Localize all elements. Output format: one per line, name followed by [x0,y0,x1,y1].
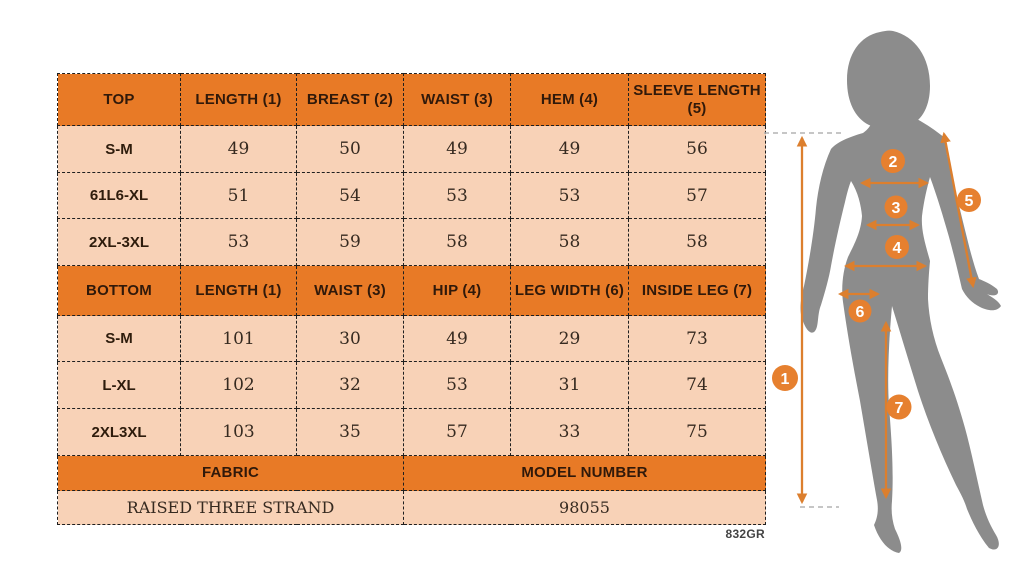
marker-3: 3 [884,195,908,219]
value-cell: 53 [180,218,297,266]
fabric-value: RAISED THREE STRAND [57,490,404,525]
bottom-col-waist: WAIST (3) [296,265,404,316]
marker-2-label: 2 [889,154,898,171]
bottom-col-length: LENGTH (1) [180,265,297,316]
bottom-col-hip: HIP (4) [403,265,511,316]
measurement-arrows [796,131,977,505]
marker-6-label: 6 [856,304,865,321]
bottom-header-row: BOTTOM LENGTH (1) WAIST (3) HIP (4) LEG … [57,265,766,316]
value-cell: 73 [628,315,766,362]
style-code-footnote: 832GR [725,527,765,541]
marker-7: 7 [886,394,912,420]
top-col-sleeve-length: SLEEVE LENGTH (5) [628,73,766,126]
value-cell: 49 [403,315,511,362]
size-label: 2XL3XL [57,408,181,456]
size-label: S-M [57,315,181,362]
marker-1: 1 [772,365,798,391]
table-row: S-M 101 30 49 29 73 [57,315,766,362]
value-cell: 49 [403,125,511,173]
marker-3-label: 3 [892,200,901,217]
model-number-value: 98055 [403,490,766,525]
table-row: S-M 49 50 49 49 56 [57,125,766,173]
value-cell: 54 [296,172,404,219]
table-row: 2XL3XL 103 35 57 33 75 [57,408,766,456]
value-cell: 32 [296,361,404,409]
value-cell: 49 [180,125,297,173]
value-cell: 51 [180,172,297,219]
footer-value-row: RAISED THREE STRAND 98055 [57,490,766,525]
value-cell: 57 [628,172,766,219]
size-label: L-XL [57,361,181,409]
size-chart-table: TOP LENGTH (1) BREAST (2) WAIST (3) HEM … [57,73,766,525]
marker-5: 5 [957,188,981,212]
silhouette-head [847,30,930,130]
measurement-figure: 1 2 3 4 5 6 7 [764,30,1001,553]
value-cell: 57 [403,408,511,456]
marker-2: 2 [881,149,905,173]
size-label: S-M [57,125,181,173]
value-cell: 31 [510,361,629,409]
woman-silhouette [800,30,1001,553]
value-cell: 29 [510,315,629,362]
value-cell: 53 [403,172,511,219]
marker-4: 4 [885,235,909,259]
size-label: 2XL-3XL [57,218,181,266]
marker-5-label: 5 [965,193,974,210]
table-row: 61L6-XL 51 54 53 53 57 [57,172,766,219]
value-cell: 58 [628,218,766,266]
sleeve-length-arrow [940,131,977,289]
marker-badges: 1 2 3 4 5 6 7 [772,149,981,420]
marker-1-label: 1 [781,371,790,388]
value-cell: 103 [180,408,297,456]
table-row: L-XL 102 32 53 31 74 [57,361,766,409]
fabric-header: FABRIC [57,455,404,491]
value-cell: 33 [510,408,629,456]
value-cell: 59 [296,218,404,266]
footer-header-row: FABRIC MODEL NUMBER [57,455,766,491]
table-row: 2XL-3XL 53 59 58 58 58 [57,218,766,266]
top-header-row: TOP LENGTH (1) BREAST (2) WAIST (3) HEM … [57,73,766,126]
marker-7-label: 7 [895,400,904,417]
value-cell: 49 [510,125,629,173]
size-label: 61L6-XL [57,172,181,219]
top-col-breast: BREAST (2) [296,73,404,126]
value-cell: 75 [628,408,766,456]
top-col-waist: WAIST (3) [403,73,511,126]
value-cell: 101 [180,315,297,362]
bottom-col-inside-leg: INSIDE LEG (7) [628,265,766,316]
value-cell: 102 [180,361,297,409]
value-cell: 56 [628,125,766,173]
value-cell: 50 [296,125,404,173]
value-cell: 74 [628,361,766,409]
top-section-header: TOP [57,73,181,126]
marker-4-label: 4 [893,240,902,257]
marker-6: 6 [848,299,872,323]
bottom-col-leg-width: LEG WIDTH (6) [510,265,629,316]
value-cell: 30 [296,315,404,362]
model-number-header: MODEL NUMBER [403,455,766,491]
value-cell: 58 [510,218,629,266]
top-col-hem: HEM (4) [510,73,629,126]
bottom-section-header: BOTTOM [57,265,181,316]
top-col-length: LENGTH (1) [180,73,297,126]
value-cell: 35 [296,408,404,456]
value-cell: 53 [403,361,511,409]
value-cell: 58 [403,218,511,266]
value-cell: 53 [510,172,629,219]
